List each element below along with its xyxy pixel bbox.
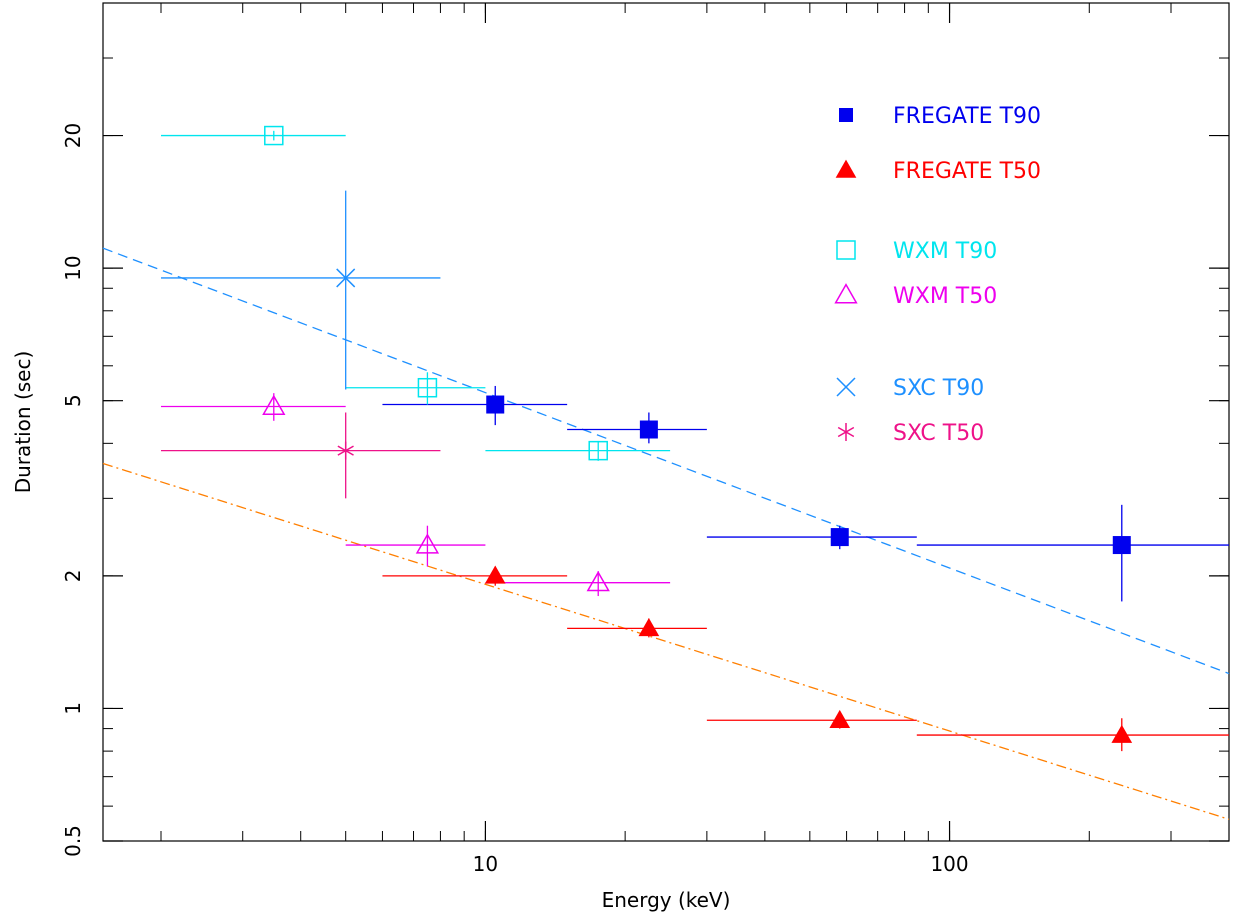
x-tick-label: 100 <box>930 852 968 876</box>
data-point <box>264 125 284 146</box>
fit-lines <box>102 247 1230 820</box>
legend-label: SXC T90 <box>893 376 984 401</box>
data-point <box>588 440 608 461</box>
y-tick-label: 5 <box>61 394 85 407</box>
data-point <box>486 395 505 414</box>
legend-label: WXM T90 <box>893 239 997 264</box>
legend-marker <box>839 108 853 122</box>
fit-line-dashed <box>102 247 1230 675</box>
x-tick-labels: 10 100 <box>473 852 969 876</box>
data-point <box>639 420 658 439</box>
legend-marker <box>834 283 858 304</box>
data-point <box>829 709 851 729</box>
major-ticks <box>103 3 1229 842</box>
y-tick-label: 2 <box>61 570 85 583</box>
error-bars <box>160 130 1229 752</box>
legend-marker <box>835 159 857 178</box>
plot-frame <box>102 2 1230 842</box>
y-tick-label: 1 <box>61 702 85 715</box>
data-point <box>484 565 506 584</box>
x-axis-title: Energy (keV) <box>602 888 731 912</box>
fit-line-dash-dot <box>102 462 1230 820</box>
data-point <box>830 528 849 547</box>
data-point <box>417 377 438 398</box>
data-point <box>1112 536 1131 555</box>
data-point <box>638 618 660 637</box>
minor-ticks <box>103 2 1230 842</box>
legend-marker <box>837 423 855 441</box>
data-point <box>1111 724 1133 743</box>
x-tick-label: 10 <box>473 852 498 876</box>
data-point <box>415 533 440 554</box>
y-tick-labels: 0.5 1 2 5 10 20 <box>61 123 85 857</box>
legend-marker <box>836 377 856 397</box>
legend-label: SXC T50 <box>893 421 984 446</box>
legend-label: FREGATE T90 <box>893 104 1041 129</box>
data-point <box>336 268 356 288</box>
data-point <box>337 441 354 460</box>
markers <box>262 125 1133 743</box>
y-tick-label: 20 <box>61 123 85 148</box>
legend: FREGATE T90 FREGATE T50 WXM T90 WXM T50 SXC … <box>834 104 1041 446</box>
legend-label: FREGATE T50 <box>893 159 1041 184</box>
legend-marker <box>836 240 856 260</box>
legend-label: WXM T50 <box>893 284 997 309</box>
y-axis-title: Duration (sec) <box>11 351 35 494</box>
y-tick-label: 0.5 <box>61 825 85 857</box>
data-point <box>586 570 610 592</box>
y-tick-label: 10 <box>61 255 85 280</box>
data-point <box>262 394 286 416</box>
